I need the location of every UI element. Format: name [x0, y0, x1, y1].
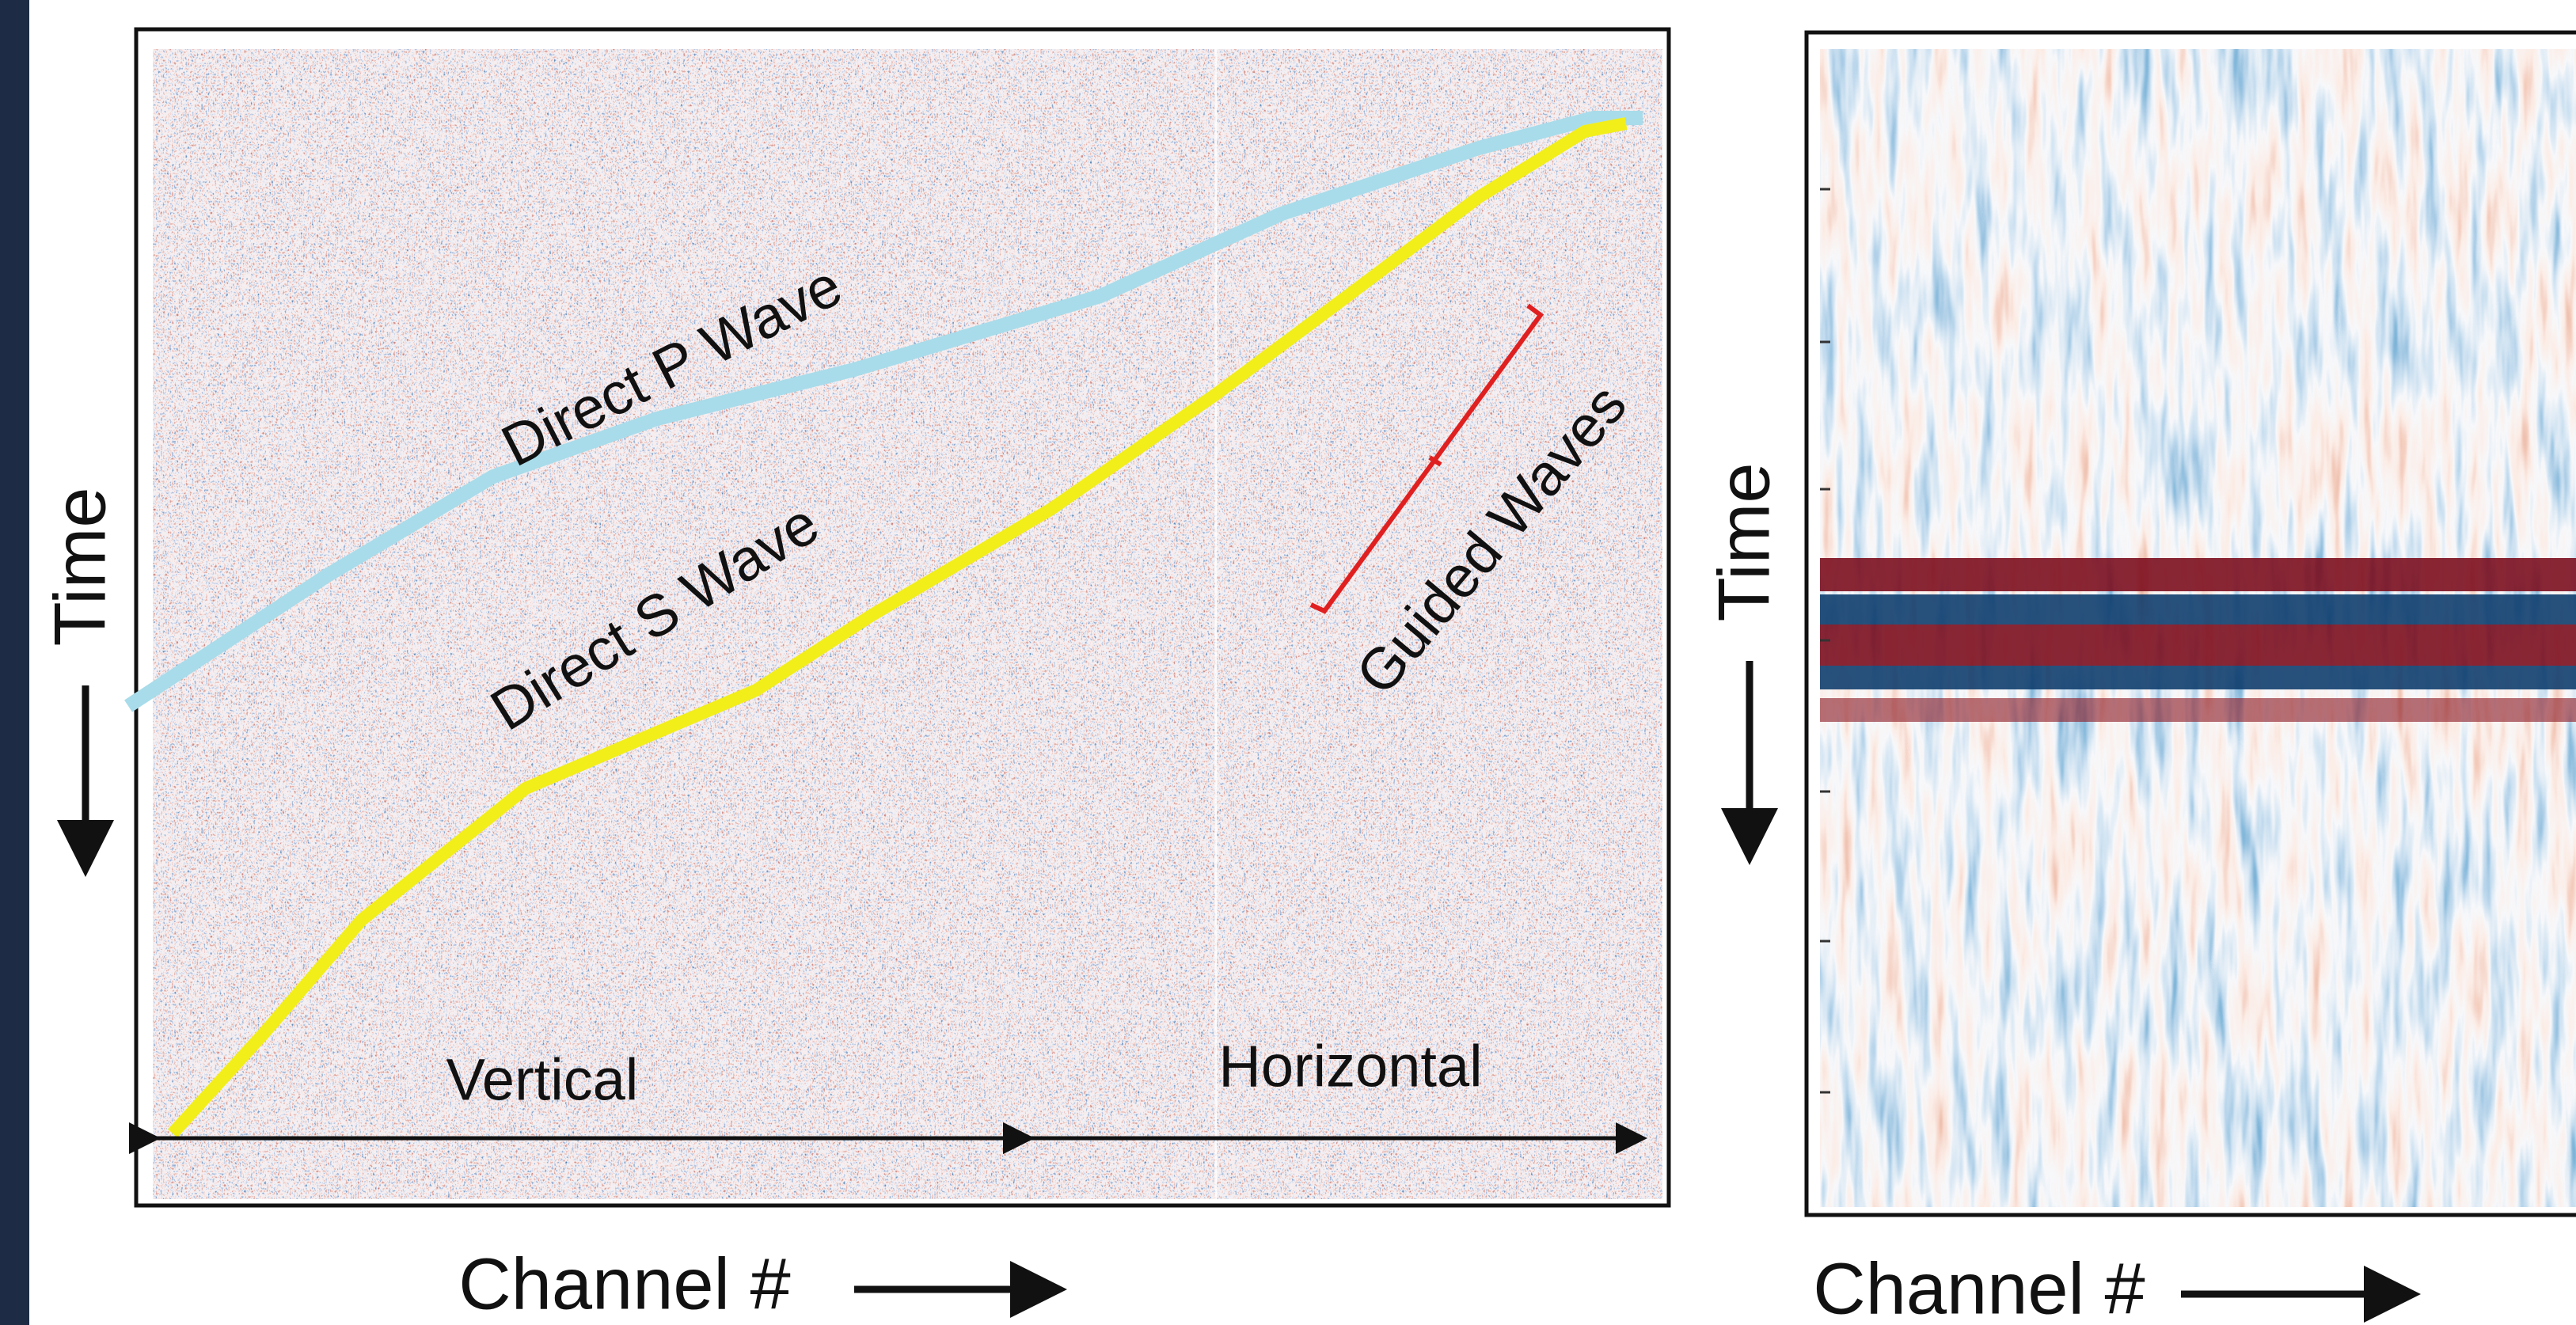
band — [1820, 698, 2576, 722]
band — [1820, 625, 2576, 666]
y-axis-label: Time — [40, 487, 120, 646]
bracket-tick — [1428, 455, 1442, 467]
p-wave-pick — [124, 111, 1643, 712]
band — [1820, 666, 2576, 689]
band — [1820, 594, 2576, 625]
s-wave-pick — [168, 117, 1628, 1138]
vertical-label: Vertical — [446, 1047, 639, 1113]
guided-waves-bracket — [1309, 303, 1544, 614]
band — [1820, 558, 2576, 591]
y-axis-label: Time — [1704, 462, 1784, 621]
x-axis-label: Channel # — [458, 1243, 790, 1324]
side-bar — [0, 0, 29, 1325]
horizontal-label: Horizontal — [1218, 1034, 1482, 1099]
right-ticks — [1820, 188, 1830, 1094]
event-bands — [1820, 558, 2576, 722]
x-axis-label: Channel # — [1813, 1248, 2145, 1325]
